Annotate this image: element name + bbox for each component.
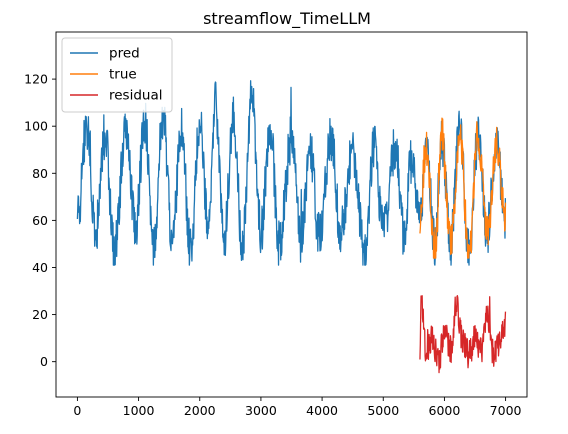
x-tick-label: 3000 bbox=[245, 403, 277, 418]
legend-label-true: true bbox=[109, 67, 137, 83]
axes-layer: 0 1000 2000 3000 4000 5000 6000 7000 0 20 40 60 80 10… bbox=[24, 31, 528, 418]
x-tick-label: 0 bbox=[73, 403, 81, 418]
x-tick-label: 6000 bbox=[429, 403, 461, 418]
chart-title: streamflow_TimeLLM bbox=[203, 9, 371, 29]
plot-frame bbox=[55, 31, 528, 398]
series-line-residual bbox=[419, 295, 507, 374]
y-tick-label: 40 bbox=[32, 260, 48, 275]
y-tick-label: 100 bbox=[24, 119, 48, 134]
x-tick-label: 7000 bbox=[490, 403, 522, 418]
x-tick-label: 5000 bbox=[367, 403, 399, 418]
series-line-true bbox=[419, 117, 507, 259]
legend: pred true residual bbox=[61, 37, 173, 113]
y-tick-label: 80 bbox=[32, 166, 48, 181]
x-tick-label: 4000 bbox=[306, 403, 338, 418]
series-layer bbox=[76, 80, 507, 374]
legend-label-pred: pred bbox=[109, 46, 140, 62]
y-tick-label: 20 bbox=[32, 307, 48, 322]
x-tick-label: 2000 bbox=[184, 403, 216, 418]
legend-box bbox=[61, 37, 173, 113]
legend-label-residual: residual bbox=[109, 88, 163, 104]
y-tick-label: 120 bbox=[24, 72, 48, 87]
x-tick-label: 1000 bbox=[123, 403, 155, 418]
y-tick-label: 0 bbox=[40, 354, 48, 369]
y-tick-label: 60 bbox=[32, 213, 48, 228]
